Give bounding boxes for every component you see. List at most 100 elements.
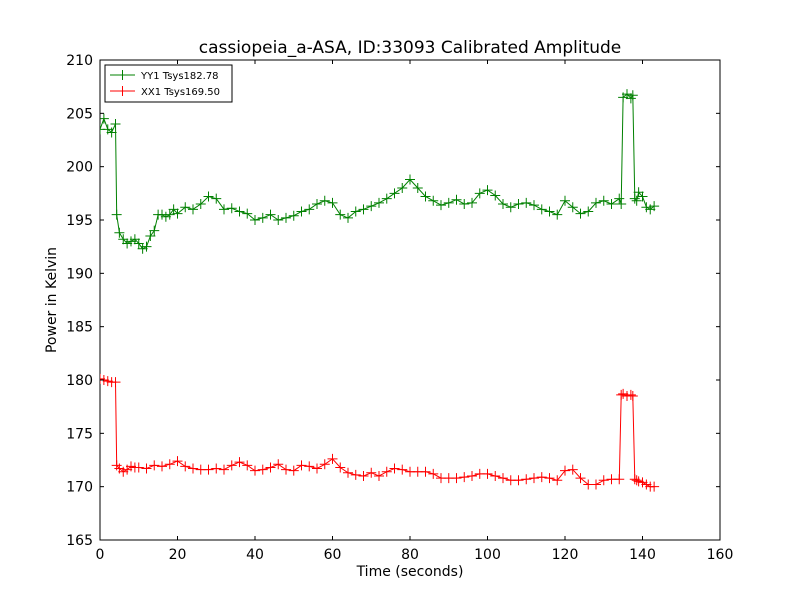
y-tick-label: 200 [66, 160, 93, 176]
y-tick-label: 210 [66, 53, 93, 69]
data-point-marker [629, 193, 640, 204]
data-point-marker [598, 195, 609, 206]
data-point-marker [149, 225, 160, 236]
data-point-marker [312, 463, 322, 474]
x-tick-label: 100 [474, 547, 501, 563]
data-point-marker [436, 200, 446, 211]
data-point-marker [265, 462, 276, 473]
data-point-marker [649, 201, 660, 212]
data-point-marker [211, 463, 222, 474]
x-tick-label: 140 [629, 547, 656, 563]
data-point-marker [288, 465, 299, 476]
data-point-marker [490, 471, 501, 481]
data-point-marker [188, 204, 198, 215]
data-point-marker [172, 456, 183, 467]
plot-area [99, 59, 721, 541]
data-point-marker [195, 199, 206, 209]
data-point-marker [633, 476, 644, 487]
data-point-marker [335, 462, 346, 473]
data-point-marker [618, 388, 629, 399]
x-tick-label: 20 [169, 547, 187, 563]
data-point-marker [614, 474, 625, 485]
data-point-marker [637, 191, 648, 202]
data-point-marker [319, 459, 330, 470]
x-tick-label: 160 [707, 547, 734, 563]
data-point-marker [397, 183, 408, 193]
data-point-marker [482, 468, 493, 479]
data-point-marker [627, 90, 638, 101]
data-point-marker [242, 208, 253, 219]
data-point-marker [273, 215, 284, 225]
data-point-marker [389, 188, 400, 199]
data-point-marker [157, 461, 167, 472]
data-point-marker [164, 209, 175, 220]
data-point-marker [226, 203, 237, 214]
data-point-marker [544, 206, 555, 217]
data-point-marker [219, 464, 229, 475]
data-point-marker [389, 463, 400, 474]
data-point-marker [312, 199, 322, 209]
x-tick-label: 60 [324, 547, 342, 563]
data-point-marker [149, 460, 160, 471]
data-point-marker [627, 391, 638, 401]
data-point-marker [327, 453, 338, 464]
data-point-marker [637, 477, 648, 488]
legend-box [104, 64, 233, 103]
legend-marker [117, 70, 128, 80]
data-point-marker [164, 459, 175, 470]
x-tick-label: 80 [401, 547, 419, 563]
data-point-marker [583, 206, 594, 217]
data-point-marker [304, 461, 315, 472]
data-point-marker [145, 231, 156, 241]
data-point-marker [219, 204, 229, 215]
legend-label: XX1 Tsys169.50 [141, 87, 220, 98]
data-point-marker [428, 195, 439, 206]
x-axis-label: Time (seconds) [356, 564, 464, 580]
data-point-marker [521, 197, 532, 208]
x-tick-label: 40 [246, 547, 264, 563]
data-point-marker [625, 389, 636, 400]
data-point-marker [250, 215, 260, 225]
data-point-marker [459, 199, 470, 209]
data-point-marker [451, 473, 462, 484]
data-point-marker [265, 209, 276, 220]
data-point-marker [141, 463, 152, 474]
y-tick-label: 190 [66, 266, 93, 282]
axes-layer: 0 20 40 60 80 100 120 140 160 165 170 175 180 185 190 1… [66, 53, 733, 563]
data-point-marker [350, 206, 361, 217]
data-point-marker [649, 481, 660, 492]
data-point-marker [296, 460, 307, 471]
data-point-marker [641, 479, 652, 490]
data-point-marker [343, 212, 353, 223]
data-point-marker [180, 461, 191, 472]
data-point-marker [629, 474, 640, 485]
chart-title: cassiopeia_a-ASA, ID:33093 Calibrated Am… [199, 38, 622, 58]
data-point-marker [111, 209, 122, 220]
data-point-marker [281, 212, 291, 223]
data-point-marker [467, 471, 477, 481]
y-tick-label: 180 [66, 373, 93, 389]
x-tick-label: 120 [552, 547, 579, 563]
data-point-marker [273, 459, 284, 470]
data-point-marker [366, 201, 377, 212]
legend: YY1 Tsys182.78 XX1 Tsys169.50 [104, 64, 233, 103]
data-point-marker [110, 119, 121, 129]
data-point-marker [616, 199, 627, 209]
data-point-marker [567, 202, 578, 213]
data-point-marker [366, 467, 377, 478]
data-point-marker [203, 191, 214, 202]
data-point-marker [381, 193, 392, 204]
data-point-marker [172, 208, 183, 219]
data-point-marker [118, 234, 129, 245]
data-point-marker [126, 461, 136, 472]
data-point-marker [250, 465, 260, 476]
data-point-marker [591, 197, 601, 208]
data-point-marker [335, 209, 346, 220]
data-point-marker [544, 473, 555, 484]
data-point-marker [110, 377, 121, 388]
data-point-marker [133, 238, 144, 249]
data-point-marker [529, 473, 539, 484]
data-point-marker [560, 465, 570, 476]
data-point-marker [118, 466, 129, 477]
data-point-marker [575, 208, 586, 219]
